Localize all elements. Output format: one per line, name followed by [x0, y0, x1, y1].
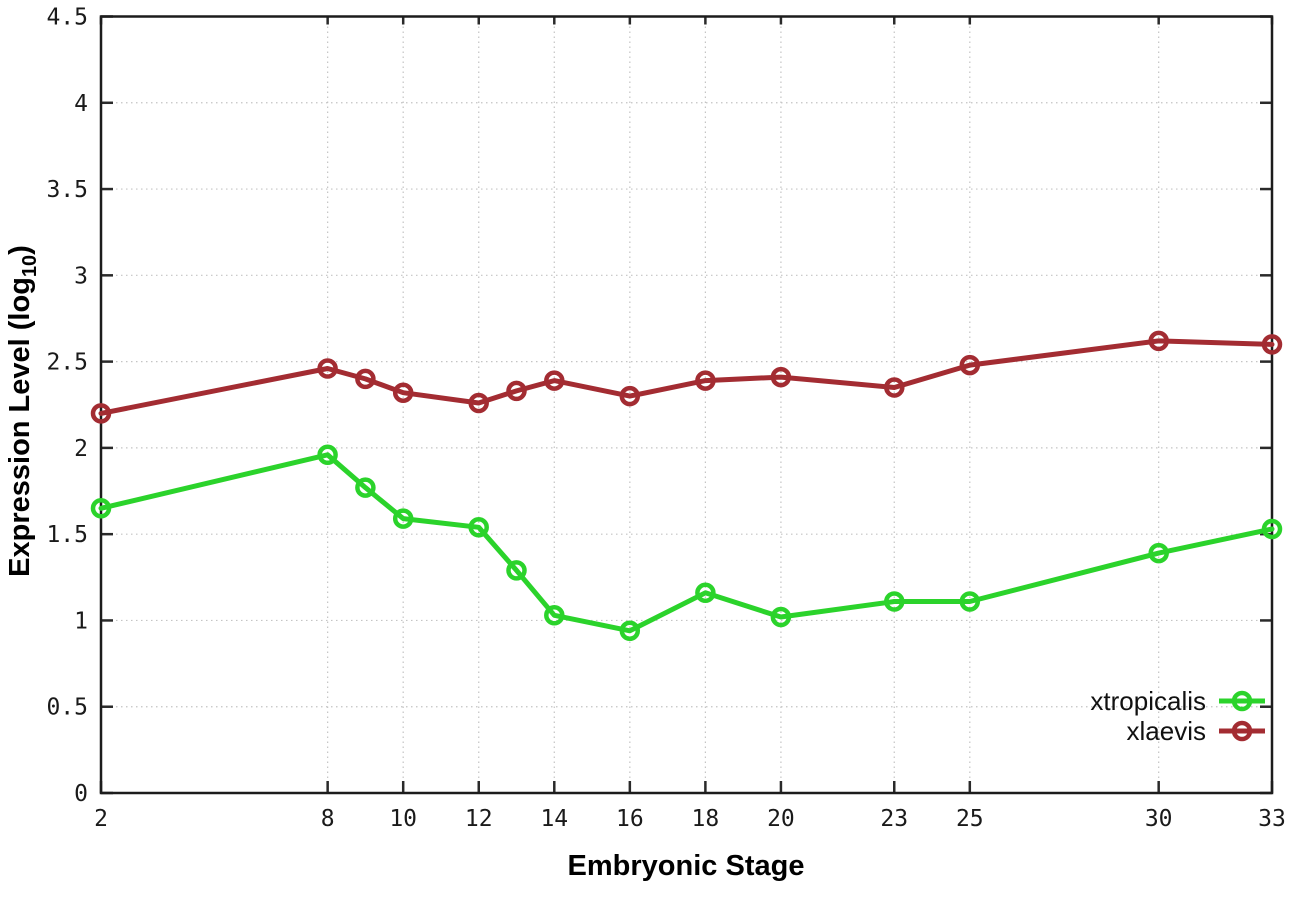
- svg-text:25: 25: [956, 806, 984, 832]
- svg-text:10: 10: [389, 806, 417, 832]
- series-xlaevis-point: [506, 380, 527, 402]
- y-axis-title-text: Expression Level (log: [4, 277, 36, 577]
- svg-text:20: 20: [767, 806, 795, 832]
- series-xlaevis-line: [98, 338, 1275, 416]
- series-xlaevis-point: [355, 368, 376, 390]
- svg-text:2: 2: [94, 806, 108, 832]
- legend: xtropicalis xlaevis: [1090, 686, 1268, 746]
- series-xlaevis-point: [468, 392, 489, 414]
- series-xtropicalis-point: [90, 498, 112, 519]
- legend-label-xtropicalis: xtropicalis: [1090, 685, 1206, 716]
- series-xlaevis-point: [317, 358, 338, 379]
- x-axis-title: Embryonic Stage: [567, 850, 805, 882]
- legend-open-circle-icon: [1219, 720, 1265, 742]
- series-xtropicalis-point: [544, 605, 565, 626]
- series-xlaevis-point: [1148, 330, 1169, 352]
- svg-text:12: 12: [465, 806, 493, 832]
- svg-text:1: 1: [74, 608, 88, 634]
- svg-text:2: 2: [74, 436, 88, 462]
- series-xtropicalis-point: [392, 508, 414, 529]
- series-xtropicalis-point: [506, 560, 527, 581]
- plot-border: [99, 15, 1274, 795]
- legend-item-xtropicalis: xtropicalis: [1090, 686, 1268, 716]
- series-xtropicalis-point: [884, 591, 905, 612]
- svg-text:2.5: 2.5: [46, 350, 88, 376]
- svg-text:4.5: 4.5: [46, 5, 88, 31]
- svg-text:3.5: 3.5: [46, 177, 88, 203]
- legend-open-circle-icon: [1219, 690, 1265, 712]
- svg-text:3: 3: [74, 263, 88, 289]
- series-xtropicalis-point: [770, 606, 792, 628]
- series-xlaevis-point: [884, 377, 905, 398]
- axis-ticks: [99, 15, 1274, 795]
- svg-text:18: 18: [692, 806, 720, 832]
- series-xlaevis-point: [392, 382, 414, 403]
- y-tick-labels: 0 0.5 1 1.5 2 2.5 3 3.5 4 4.5: [46, 5, 88, 808]
- svg-text:0.5: 0.5: [46, 695, 88, 721]
- series-xlaevis-point: [770, 366, 792, 388]
- series-xlaevis-point: [90, 403, 112, 424]
- svg-text:14: 14: [540, 806, 568, 832]
- legend-label-xlaevis: xlaevis: [1126, 715, 1206, 746]
- svg-text:23: 23: [880, 806, 908, 832]
- y-axis-title: Expression Level (log10): [4, 211, 46, 611]
- series-xtropicalis-line: [98, 452, 1275, 634]
- series-xtropicalis-point: [695, 582, 716, 604]
- series-xtropicalis-point: [619, 620, 641, 642]
- series-xtropicalis-point: [355, 477, 376, 498]
- svg-text:8: 8: [321, 806, 335, 832]
- series-xlaevis-point: [1261, 334, 1283, 355]
- svg-text:16: 16: [616, 806, 644, 832]
- y-axis-title-close: ): [4, 245, 36, 255]
- legend-item-xlaevis: xlaevis: [1090, 716, 1268, 746]
- grid: [101, 16, 1272, 793]
- series-xtropicalis-point: [1148, 542, 1169, 564]
- svg-text:4: 4: [74, 91, 88, 117]
- x-tick-labels: 2 8 10 12 14 16 18 20 23 25 30 33: [94, 806, 1286, 832]
- series-xlaevis-point: [695, 370, 716, 391]
- svg-text:33: 33: [1258, 806, 1286, 832]
- svg-text:1.5: 1.5: [46, 522, 88, 548]
- series-xlaevis-point: [959, 354, 981, 376]
- series-xlaevis: [90, 330, 1283, 424]
- series-xtropicalis-point: [468, 517, 489, 538]
- y-axis-title-subscript: 10: [19, 254, 41, 278]
- series-xtropicalis-point: [317, 444, 338, 466]
- series-xlaevis-point: [619, 385, 641, 407]
- series-xtropicalis-point: [1261, 518, 1283, 540]
- series-xtropicalis-point: [959, 591, 981, 612]
- svg-text:0: 0: [74, 781, 88, 807]
- series-xlaevis-point: [544, 370, 565, 391]
- series-xtropicalis: [90, 444, 1283, 642]
- svg-text:30: 30: [1145, 806, 1173, 832]
